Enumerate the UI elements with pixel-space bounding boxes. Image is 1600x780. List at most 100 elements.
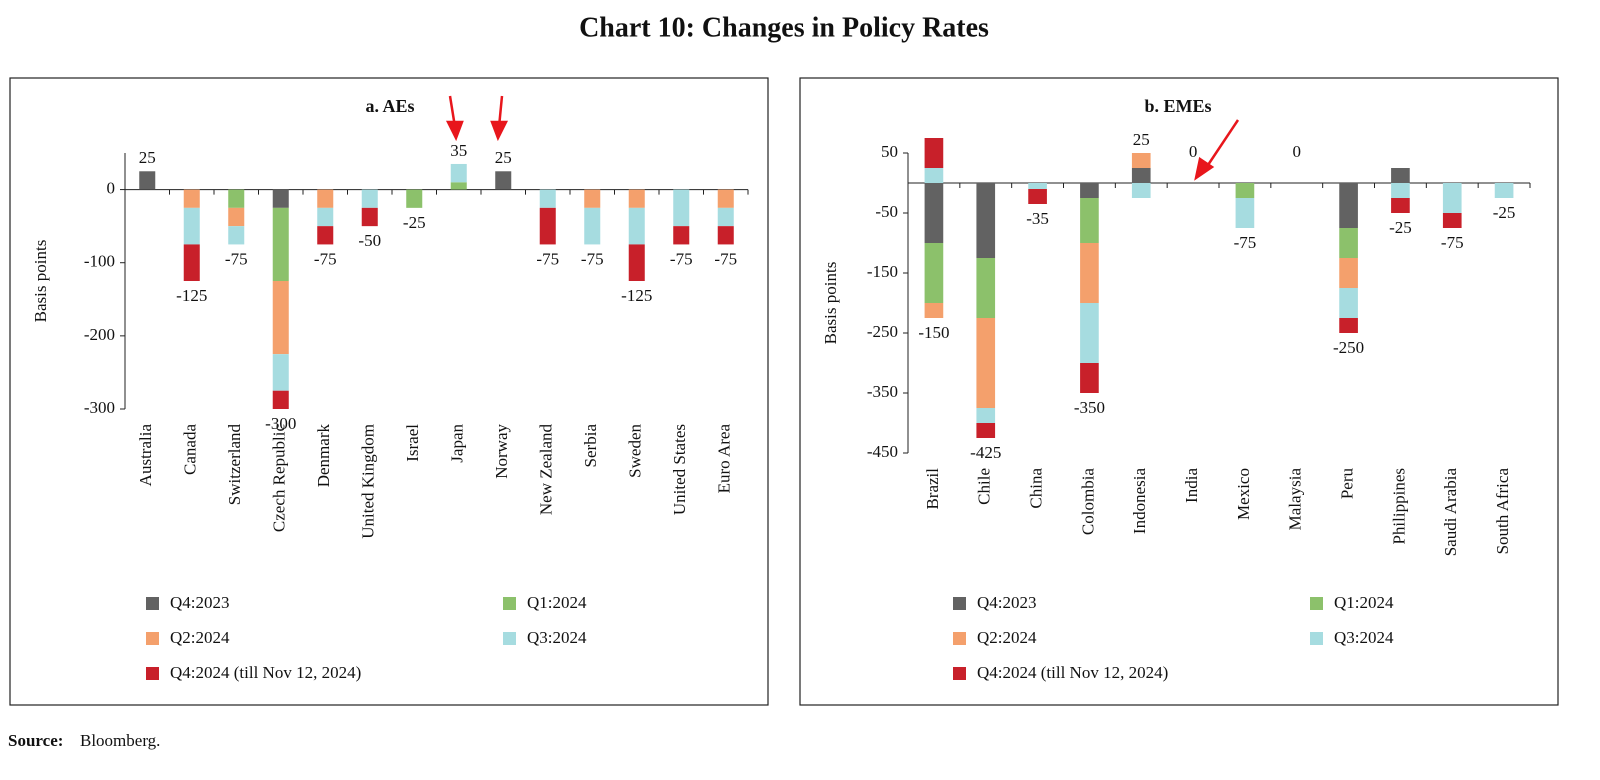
bar-segment (1028, 189, 1047, 204)
bar-segment (584, 207, 601, 245)
bar-segment (539, 207, 556, 245)
total-label: -125 (621, 286, 652, 305)
total-label: -25 (1389, 218, 1412, 237)
x-tick-label: Peru (1337, 468, 1356, 500)
bar-segment (673, 189, 690, 227)
bar-segment (1339, 183, 1358, 228)
total-label: -75 (1441, 233, 1464, 252)
bar-segment (1080, 363, 1099, 393)
x-tick-label: Philippines (1389, 468, 1408, 545)
bar-segment (976, 258, 996, 318)
bar-segment (272, 281, 289, 355)
legend-label: Q1:2024 (1334, 593, 1394, 612)
bar-segment (1391, 198, 1410, 213)
legend-label: Q2:2024 (977, 628, 1037, 647)
bar-segment (317, 207, 334, 227)
bar-segment (272, 189, 289, 208)
x-tick-label: Canada (181, 424, 200, 475)
total-label: 0 (1293, 142, 1302, 161)
bar-segment (183, 207, 200, 245)
total-label: -25 (403, 213, 426, 232)
bar-segment (1442, 183, 1462, 213)
bar-segment (450, 163, 467, 183)
x-tick-label: Euro Area (715, 424, 734, 494)
x-tick-label: South Africa (1493, 468, 1512, 555)
total-label: -75 (314, 249, 337, 268)
bar-segment (361, 207, 378, 227)
total-label: 25 (495, 148, 512, 167)
panel-title: b. EMEs (1144, 96, 1211, 116)
x-tick-label: Denmark (314, 424, 333, 488)
total-label: 0 (1189, 142, 1198, 161)
panel-title: a. AEs (365, 96, 414, 116)
total-label: -50 (358, 231, 381, 250)
bar-segment (1080, 243, 1099, 303)
legend-swatch (1310, 597, 1323, 610)
bar-segment (272, 390, 289, 409)
x-tick-label: China (1026, 468, 1045, 509)
bar-segment (924, 168, 944, 183)
total-label: -425 (970, 443, 1001, 462)
total-label: -35 (1026, 209, 1049, 228)
bar-segment (361, 189, 378, 208)
y-axis-label: Basis points (821, 262, 840, 345)
bar-segment (924, 243, 944, 303)
x-tick-label: Czech Republic (270, 424, 289, 533)
legend-label: Q3:2024 (527, 628, 587, 647)
y-tick-label: -150 (867, 262, 898, 281)
bar-segment (976, 423, 996, 438)
y-tick-label: -50 (875, 202, 898, 221)
source-text: Bloomberg. (80, 731, 160, 750)
x-tick-label: Norway (492, 424, 511, 479)
x-tick-label: Chile (975, 468, 994, 505)
legend-swatch (146, 667, 159, 680)
legend-label: Q2:2024 (170, 628, 230, 647)
bar-segment (1494, 183, 1514, 198)
legend-label: Q4:2024 (till Nov 12, 2024) (977, 663, 1168, 682)
chart-title: Chart 10: Changes in Policy Rates (579, 12, 989, 43)
y-tick-label: -450 (867, 442, 898, 461)
x-tick-label: Saudi Arabia (1441, 468, 1460, 557)
y-tick-label: -300 (84, 398, 115, 417)
x-tick-label: Australia (136, 424, 155, 487)
legend-label: Q4:2024 (till Nov 12, 2024) (170, 663, 361, 682)
total-label: 25 (1133, 130, 1150, 149)
x-tick-label: Indonesia (1130, 468, 1149, 535)
total-label: -75 (714, 249, 737, 268)
total-label: 35 (450, 141, 467, 160)
y-tick-label: -250 (867, 322, 898, 341)
bar-segment (183, 189, 200, 208)
bar-segment (976, 408, 996, 423)
legend-swatch (503, 632, 516, 645)
bar-segment (1028, 183, 1047, 189)
bar-segment (1080, 183, 1099, 198)
x-tick-label: Japan (448, 424, 467, 463)
bar-segment (1391, 183, 1410, 198)
total-label: -300 (265, 414, 296, 433)
bar-segment (495, 171, 512, 190)
bar-segment (1339, 258, 1358, 288)
panel-frame (799, 77, 1559, 706)
bar-segment (1339, 288, 1358, 318)
y-axis-label: Basis points (31, 240, 50, 323)
legend-label: Q4:2023 (977, 593, 1037, 612)
total-label: -125 (176, 286, 207, 305)
y-tick-label: -100 (84, 252, 115, 271)
bar-segment (1391, 168, 1410, 183)
bar-segment (317, 189, 334, 208)
bar-segment (924, 303, 944, 318)
legend-swatch (503, 597, 516, 610)
y-tick-label: 50 (881, 142, 898, 161)
legend-label: Q3:2024 (1334, 628, 1394, 647)
legend-swatch (953, 667, 966, 680)
total-label: -350 (1074, 398, 1105, 417)
legend-label: Q4:2023 (170, 593, 230, 612)
bar-segment (1442, 213, 1462, 228)
total-label: 25 (139, 148, 156, 167)
total-label: -75 (225, 249, 248, 268)
bar-segment (628, 189, 645, 208)
legend-swatch (146, 597, 159, 610)
bar-segment (1339, 318, 1358, 333)
